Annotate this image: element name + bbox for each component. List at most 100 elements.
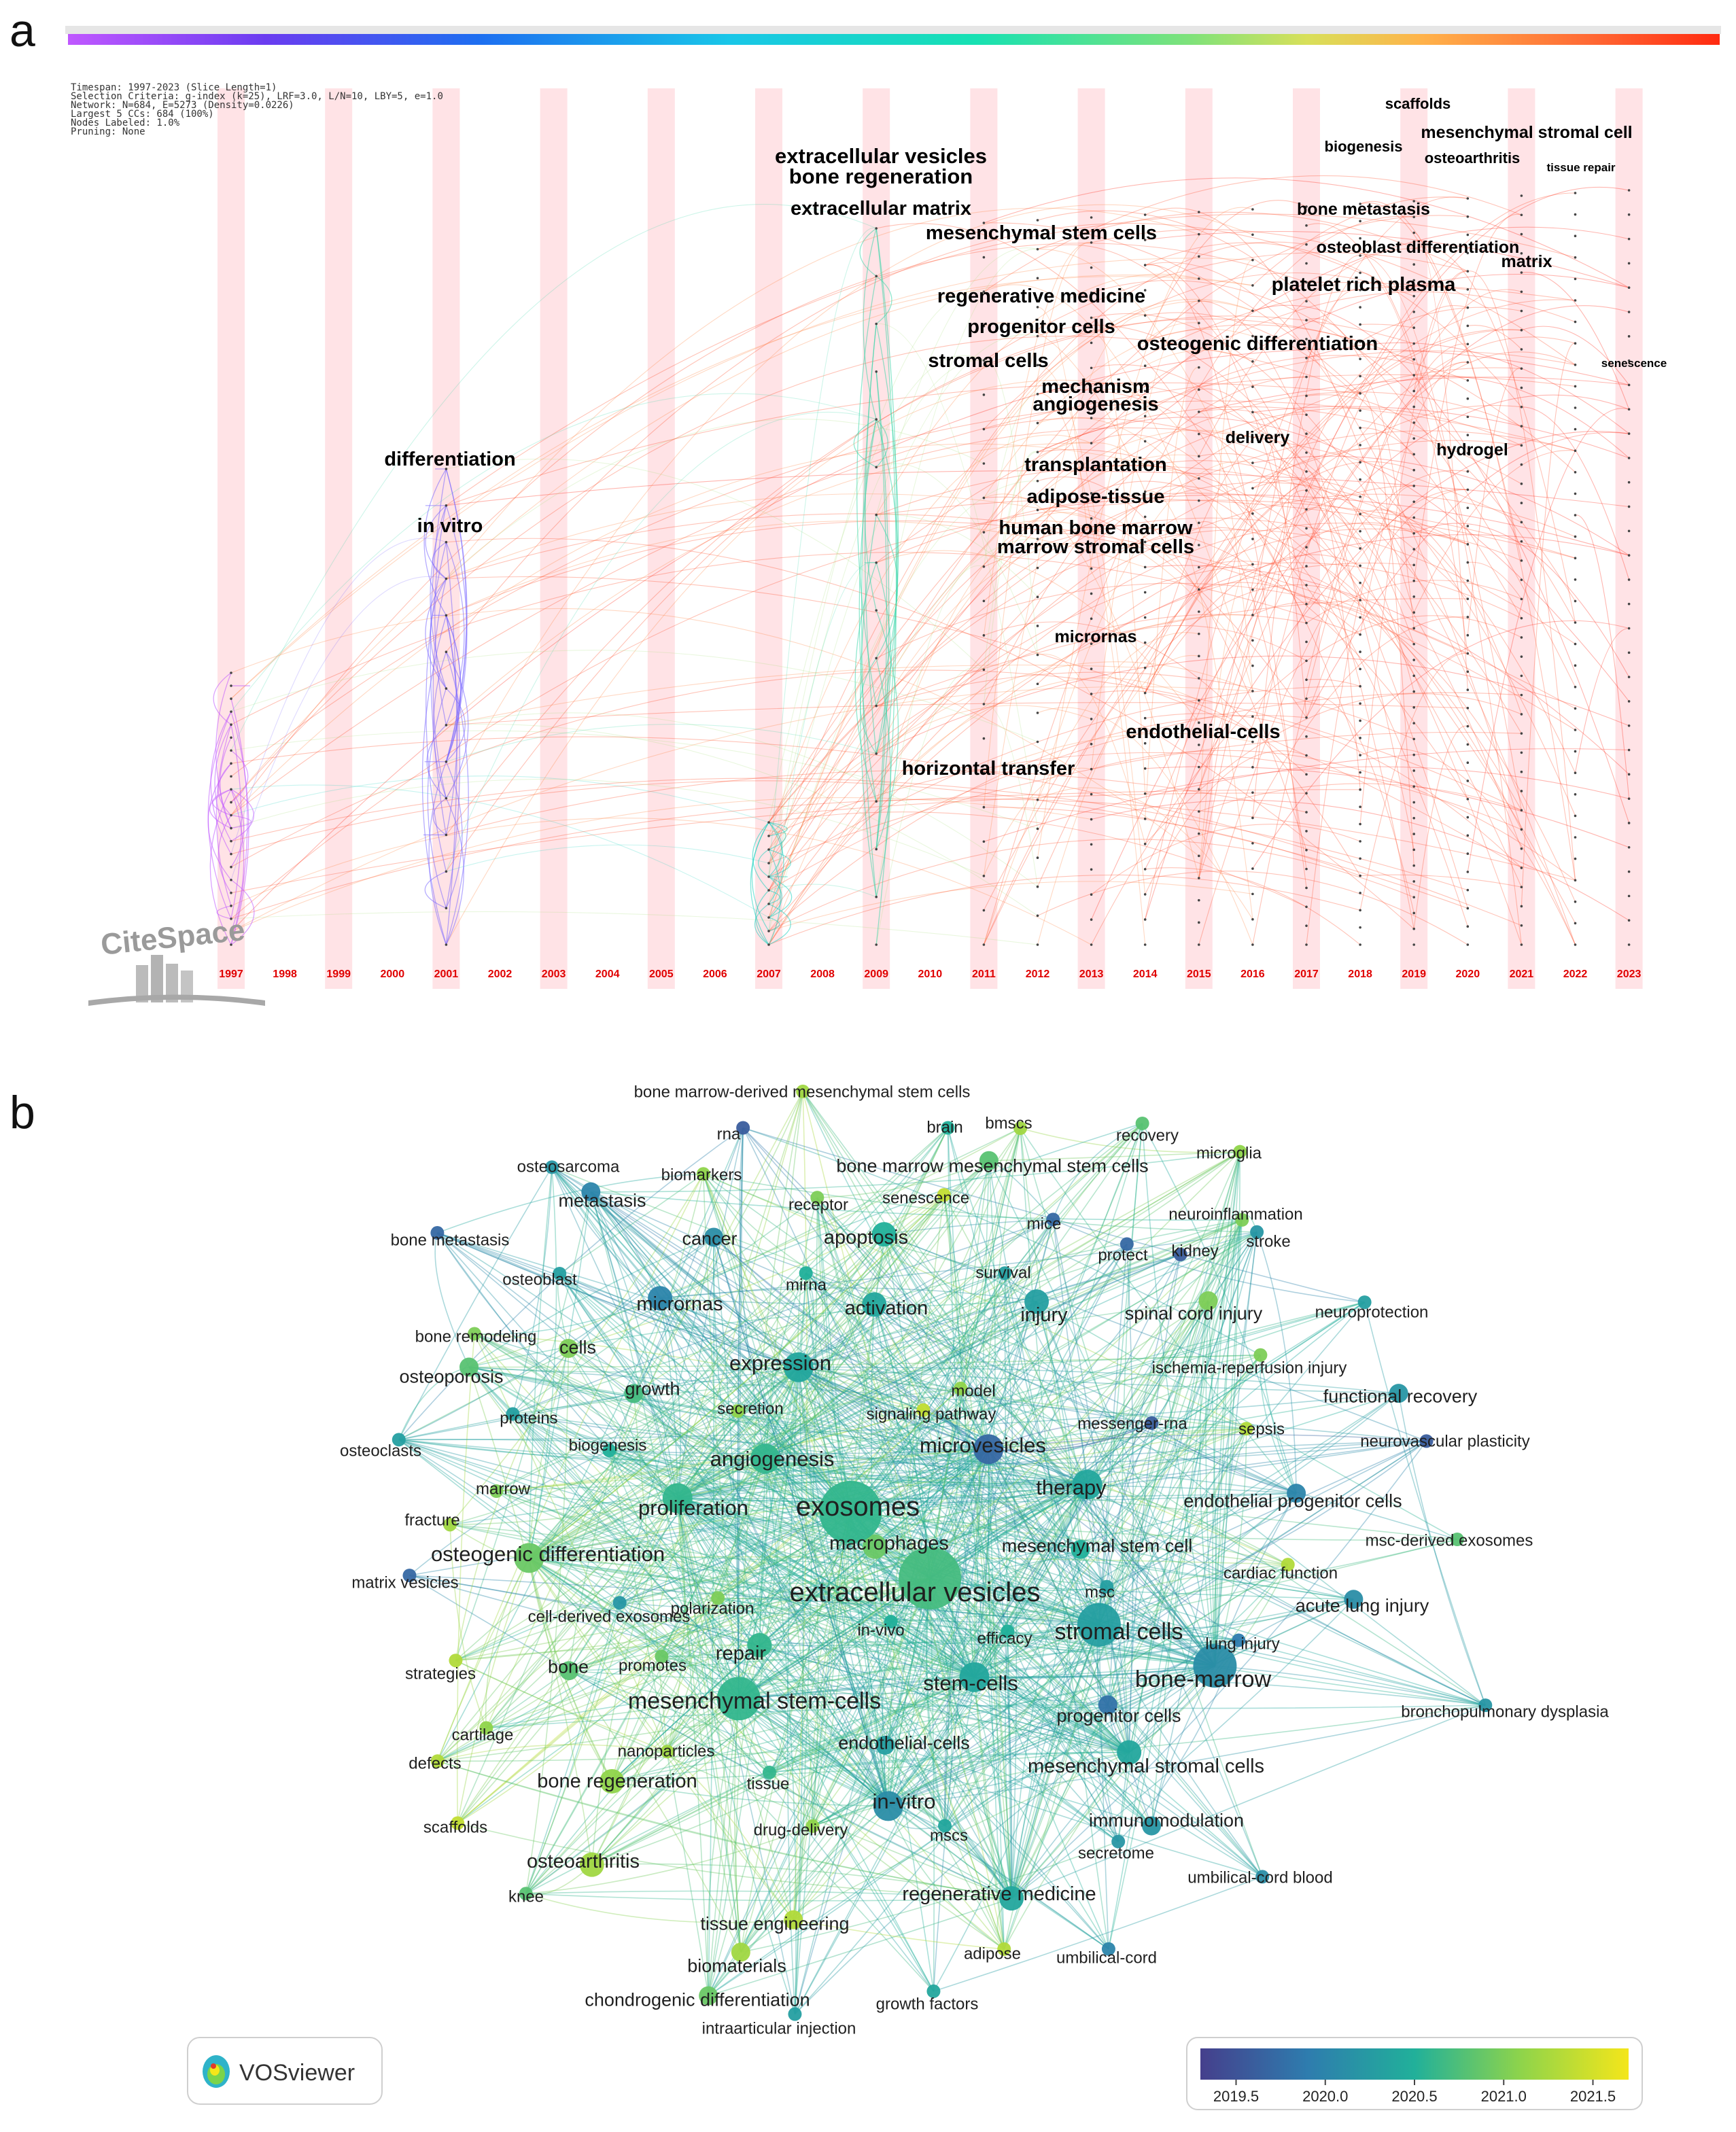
term-node	[1233, 1144, 1247, 1159]
keyword-node-dot	[767, 889, 770, 892]
term-link	[798, 1366, 1289, 1565]
term-link	[551, 1167, 661, 1299]
term-link	[929, 1160, 990, 1579]
keyword-node-dot	[1627, 213, 1631, 216]
term-link	[398, 1439, 889, 1806]
term-label: cartilage	[452, 1726, 514, 1744]
term-link	[740, 1577, 931, 1953]
term-link	[759, 1244, 1128, 1646]
keyword-node-dot	[1251, 766, 1254, 769]
term-link	[486, 1577, 931, 1729]
keyword-node-dot	[1412, 548, 1415, 551]
keyword-node-dot	[1305, 792, 1308, 795]
term-node	[941, 1121, 955, 1135]
term-link	[884, 1484, 1088, 1746]
keyword-node-dot	[982, 531, 986, 534]
term-link	[802, 1091, 1216, 1666]
citation-link	[1521, 326, 1630, 385]
term-link	[944, 1677, 975, 1826]
keyword-node-dot	[767, 862, 770, 864]
keyword-node-dot	[875, 752, 878, 755]
keyword-node-dot	[1198, 544, 1200, 546]
keyword-node-dot	[1466, 215, 1470, 218]
keyword-node-dot	[445, 833, 448, 837]
keyword-node-dot	[982, 359, 986, 362]
term-node	[1119, 1237, 1134, 1251]
term-label: efficacy	[977, 1629, 1032, 1647]
term-link	[474, 1333, 975, 1678]
term-link	[437, 1123, 1143, 1762]
term-link	[468, 1367, 593, 1865]
year-label-1999: 1999	[326, 968, 351, 980]
term-link	[591, 1698, 740, 1866]
keyword-node-dot	[1251, 208, 1254, 211]
keyword-node-dot	[1359, 805, 1361, 809]
keyword-node-dot	[1198, 788, 1200, 791]
term-label: signaling pathway	[867, 1405, 996, 1423]
citation-link	[1091, 824, 1361, 895]
citation-link	[1091, 480, 1361, 669]
term-link	[798, 1367, 889, 1806]
citation-link	[1037, 324, 1361, 549]
citation-link	[1306, 679, 1361, 687]
citation-link	[984, 417, 1307, 472]
citation-link	[1252, 255, 1361, 818]
keyword-node-dot	[1627, 432, 1631, 435]
keyword-node-dot	[1305, 848, 1308, 852]
keyword-node-dot	[1305, 584, 1308, 587]
term-link	[525, 1825, 813, 1895]
citation-link	[1091, 394, 1629, 920]
keyword-node-dot	[1466, 197, 1470, 200]
term-label: senescence	[882, 1189, 969, 1207]
keyword-node-dot	[230, 749, 232, 752]
cocitation-links	[207, 175, 1630, 945]
term-link	[409, 1575, 1099, 1626]
term-link	[677, 1301, 1365, 1499]
term-link	[798, 1366, 1486, 1706]
term-node	[1135, 1116, 1149, 1130]
term-link	[929, 1577, 1012, 1899]
term-label: bone remodeling	[415, 1327, 537, 1346]
keyword-node-dot	[1359, 684, 1361, 688]
citation-link	[768, 360, 984, 877]
term-node	[997, 1942, 1011, 1956]
term-link	[529, 1557, 1130, 1753]
term-link	[974, 1677, 1263, 1878]
term-label: mice	[1027, 1214, 1062, 1233]
citation-link	[768, 440, 1522, 918]
term-link	[960, 1123, 1143, 1389]
term-link	[974, 1586, 1107, 1678]
term-node	[1142, 1816, 1162, 1836]
keyword-node-dot	[1520, 674, 1523, 678]
term-link	[591, 1448, 989, 1866]
keyword-node-dot	[1305, 602, 1308, 606]
term-link	[398, 1439, 1130, 1753]
term-link	[988, 1449, 1013, 1899]
citation-link	[768, 881, 1253, 932]
early-link	[854, 562, 877, 802]
term-link	[659, 1123, 1143, 1299]
term-link	[769, 1772, 1005, 1950]
keyword-node-dot	[1305, 319, 1308, 321]
keyword-node-dot	[1520, 847, 1523, 850]
keyword-node-dot	[1627, 189, 1631, 192]
term-link	[740, 1677, 975, 1953]
term-link	[486, 1639, 1239, 1729]
year-colorbar: 2019.5 2020.0 2020.5 2021.0 2021.5	[1186, 2037, 1643, 2110]
keyword-node-dot	[1520, 905, 1523, 908]
citation-link	[1252, 601, 1576, 903]
citation-link	[230, 911, 1038, 945]
term-link	[703, 1173, 1005, 1274]
term-link	[1052, 1219, 1130, 1753]
keyword-node-dot	[1143, 641, 1147, 644]
term-link	[740, 1448, 989, 1953]
year-band-2013	[1077, 88, 1105, 989]
citation-link	[1359, 200, 1576, 881]
term-link	[568, 1300, 1209, 1671]
term-link	[798, 1254, 1181, 1368]
citation-link	[1306, 394, 1576, 623]
term-label: ischemia-reperfusion injury	[1152, 1359, 1347, 1377]
term-link	[398, 1439, 975, 1678]
year-label-2010: 2010	[918, 968, 943, 980]
term-link	[677, 1497, 1263, 1878]
